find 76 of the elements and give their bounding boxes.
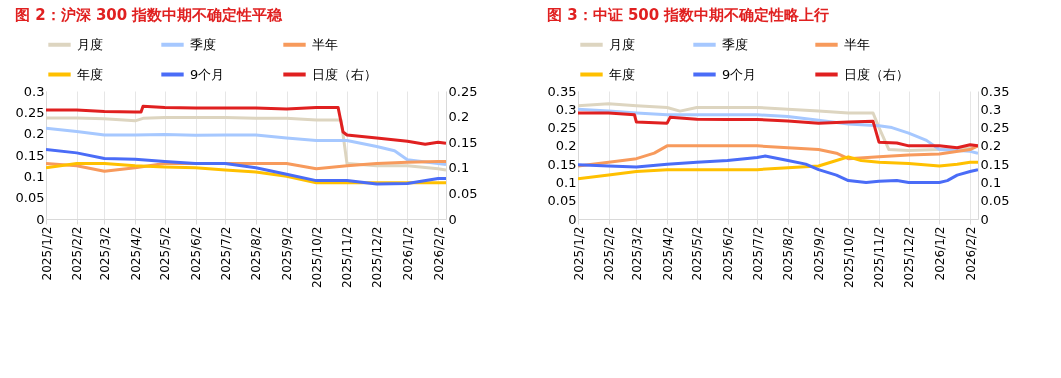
y-tick-label: 0	[568, 211, 577, 227]
x-tick-label: 2025/9/2	[280, 226, 295, 281]
line-series	[46, 126, 446, 166]
legend-label: 季度	[190, 36, 216, 52]
y2-tick-label: 0.2	[448, 109, 470, 125]
x-tick-label: 2025/12/2	[370, 226, 385, 289]
x-tick-label: 2025/5/2	[158, 226, 173, 281]
x-tick-label: 2025/3/2	[97, 226, 112, 281]
y2-tick-label: 0.15	[980, 156, 1010, 172]
y-tick-label: 0.1	[555, 174, 577, 190]
legend-label: 日度（右）	[312, 66, 377, 82]
legend-label: 年度	[77, 66, 103, 82]
x-tick-label: 2026/2/2	[963, 226, 978, 281]
y2-tick-label: 0.3	[980, 101, 1002, 117]
y2-tick-label: 0.1	[980, 174, 1002, 190]
x-tick-label: 2025/11/2	[340, 226, 355, 289]
y-tick-label: 0.25	[15, 104, 45, 120]
x-tick-label: 2025/3/2	[629, 226, 644, 281]
x-tick-label: 2025/8/2	[781, 226, 796, 281]
y2-tick-label: 0	[448, 211, 457, 227]
y2-tick-label: 0.15	[448, 134, 478, 150]
x-tick-label: 2025/5/2	[690, 226, 705, 281]
x-tick-label: 2025/10/2	[309, 226, 324, 289]
x-tick-label: 2025/1/2	[571, 226, 586, 281]
y-tick-label: 0.05	[15, 190, 45, 206]
y-tick-label: 0.1	[23, 168, 45, 184]
legend-label: 9个月	[190, 66, 225, 82]
line-series	[578, 144, 978, 168]
legend-label: 月度	[609, 36, 635, 52]
y-tick-label: 0.05	[547, 193, 577, 209]
y-tick-label: 0.2	[555, 138, 577, 154]
legend-label: 半年	[844, 36, 870, 52]
legend-label: 9个月	[722, 66, 757, 82]
y2-tick-label: 0.25	[980, 120, 1010, 136]
x-tick-label: 2025/9/2	[812, 226, 827, 281]
x-tick-label: 2025/4/2	[660, 226, 675, 281]
x-tick-label: 2025/12/2	[902, 226, 917, 289]
y-tick-label: 0	[36, 211, 45, 227]
x-tick-label: 2025/2/2	[70, 226, 85, 281]
legend-label: 半年	[312, 36, 338, 52]
line-series	[46, 104, 446, 146]
x-tick-label: 2025/6/2	[721, 226, 735, 281]
chart-title: 图 2：沪深 300 指数中期不确定性平稳	[15, 6, 284, 24]
x-tick-label: 2026/2/2	[431, 226, 446, 281]
chart-title: 图 3：中证 500 指数中期不确定性略上行	[547, 6, 830, 24]
x-tick-label: 2025/2/2	[602, 226, 617, 281]
legend-label: 年度	[609, 66, 635, 82]
y2-tick-label: 0.1	[448, 160, 470, 176]
line-series	[46, 147, 446, 186]
x-tick-label: 2025/6/2	[189, 226, 203, 281]
line-series	[46, 115, 446, 172]
y-tick-label: 0.35	[547, 83, 577, 99]
legend-label: 日度（右）	[844, 66, 909, 82]
x-tick-label: 2025/1/2	[39, 226, 54, 281]
x-tick-label: 2025/7/2	[750, 226, 765, 281]
y-tick-label: 0.25	[547, 120, 577, 136]
y2-tick-label: 0	[980, 211, 989, 227]
y2-tick-label: 0.35	[980, 83, 1010, 99]
x-tick-label: 2025/4/2	[128, 226, 143, 281]
x-tick-label: 2025/8/2	[249, 226, 264, 281]
legend-label: 季度	[722, 36, 748, 52]
y2-tick-label: 0.25	[448, 83, 478, 99]
y2-tick-label: 0.05	[980, 193, 1010, 209]
y2-tick-label: 0.05	[448, 185, 478, 201]
y-tick-label: 0.15	[15, 147, 45, 163]
y-tick-label: 0.2	[23, 126, 45, 142]
legend-label: 月度	[77, 36, 103, 52]
y-tick-label: 0.3	[23, 83, 45, 99]
x-tick-label: 2026/1/2	[400, 226, 415, 281]
y-tick-label: 0.15	[547, 156, 577, 172]
y2-tick-label: 0.2	[980, 138, 1002, 154]
y-tick-label: 0.3	[555, 101, 577, 117]
x-tick-label: 2025/10/2	[841, 226, 856, 289]
x-tick-label: 2025/7/2	[218, 226, 233, 281]
x-tick-label: 2026/1/2	[932, 226, 947, 281]
x-tick-label: 2025/11/2	[872, 226, 887, 289]
